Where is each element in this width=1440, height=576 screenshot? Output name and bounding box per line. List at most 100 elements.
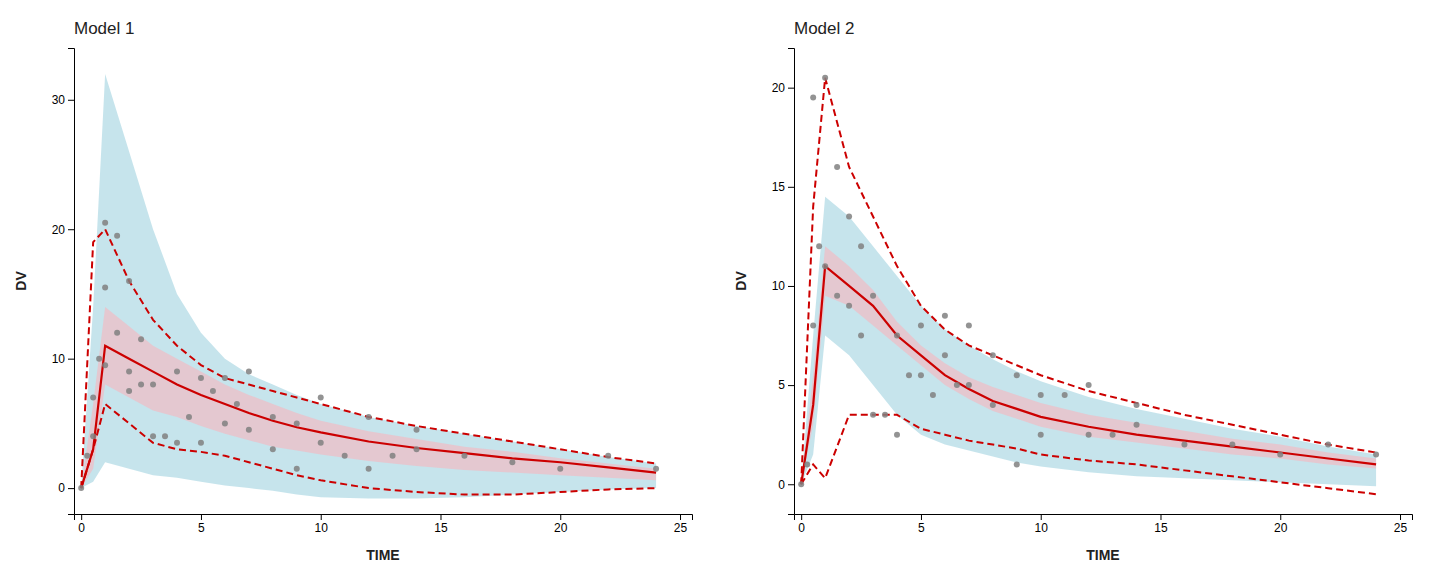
- y-tick: 0: [58, 481, 74, 495]
- y-tick-label: 10: [772, 279, 786, 293]
- x-tick: 5: [198, 514, 205, 535]
- scatter-point: [1110, 432, 1116, 438]
- scatter-point: [810, 323, 816, 329]
- scatter-point: [942, 352, 948, 358]
- y-tick: 30: [52, 93, 74, 107]
- scatter-point: [126, 369, 132, 375]
- scatter-point: [1373, 452, 1379, 458]
- y-tick-label: 10: [52, 352, 66, 366]
- scatter-point: [834, 164, 840, 170]
- chart-svg: 05101520250102030Model 1TIMEDV0510152025…: [0, 0, 1440, 576]
- plot-area: 0 5 10 15 20 25 0 10 20 30: [52, 49, 693, 535]
- scatter-point: [1014, 461, 1020, 467]
- scatter-point: [198, 375, 204, 381]
- x-tick-label: 20: [554, 521, 568, 535]
- scatter-point: [605, 453, 611, 459]
- scatter-point: [126, 278, 132, 284]
- y-tick-mark: [788, 385, 794, 386]
- x-tick: 5: [918, 514, 925, 535]
- y-tick-mark: [68, 100, 74, 101]
- scatter-point: [906, 372, 912, 378]
- x-tick: 15: [434, 514, 448, 535]
- x-tick-label: 10: [1035, 521, 1049, 535]
- x-tick-label: 15: [434, 521, 448, 535]
- y-tick-mark: [788, 187, 794, 188]
- x-tick-label: 0: [798, 521, 805, 535]
- scatter-point: [102, 284, 108, 290]
- y-axis-line: [788, 49, 795, 515]
- scatter-point: [894, 333, 900, 339]
- scatter-point: [186, 414, 192, 420]
- y-tick-label: 5: [778, 378, 785, 392]
- scatter-point: [198, 440, 204, 446]
- scatter-point: [509, 459, 515, 465]
- x-tick-mark: [201, 514, 202, 520]
- x-tick-label: 25: [674, 521, 688, 535]
- scatter-point: [804, 461, 810, 467]
- x-tick-label: 5: [198, 521, 205, 535]
- scatter-point: [102, 362, 108, 368]
- scatter-point: [990, 402, 996, 408]
- scatter-point: [653, 466, 659, 472]
- chart-title: Model 1: [74, 19, 134, 38]
- scatter-point: [858, 333, 864, 339]
- scatter-point: [822, 75, 828, 81]
- x-tick: 20: [554, 514, 568, 535]
- scatter-point: [1277, 452, 1283, 458]
- x-tick-mark: [560, 514, 561, 520]
- scatter-point: [810, 95, 816, 101]
- x-tick: 25: [674, 514, 688, 535]
- x-tick-label: 15: [1154, 521, 1168, 535]
- scatter-point: [1229, 442, 1235, 448]
- y-axis: 0 10 20 30: [52, 49, 75, 515]
- scatter-point: [858, 243, 864, 249]
- quantile-line: [801, 78, 1376, 485]
- scatter-point: [846, 303, 852, 309]
- scatter-point: [150, 382, 156, 388]
- scatter-point: [342, 453, 348, 459]
- scatter-point: [414, 427, 420, 433]
- scatter-point: [834, 293, 840, 299]
- x-tick-mark: [921, 514, 922, 520]
- y-tick-mark: [68, 229, 74, 230]
- y-tick-label: 20: [772, 81, 786, 95]
- scatter-point: [114, 330, 120, 336]
- median-line: [81, 346, 656, 488]
- y-tick-mark: [788, 286, 794, 287]
- scatter-point: [894, 432, 900, 438]
- x-tick: 25: [1394, 514, 1408, 535]
- quantile-line: [81, 404, 656, 495]
- y-tick: 20: [52, 223, 74, 237]
- scatter-point: [294, 466, 300, 472]
- x-axis-line: [795, 515, 1413, 521]
- x-tick: 20: [1274, 514, 1288, 535]
- quantile-line: [81, 229, 656, 488]
- scatter-points: [78, 220, 659, 491]
- scatter-point: [870, 293, 876, 299]
- scatter-point: [918, 323, 924, 329]
- x-tick-label: 10: [315, 521, 329, 535]
- band: [801, 246, 1376, 484]
- scatter-point: [318, 440, 324, 446]
- scatter-point: [822, 263, 828, 269]
- y-tick-label: 0: [58, 481, 65, 495]
- x-tick-mark: [1280, 514, 1281, 520]
- scatter-point: [78, 485, 84, 491]
- panel: 05101520250102030Model 1TIMEDV: [13, 19, 693, 563]
- scatter-point: [90, 433, 96, 439]
- scatter-point: [318, 395, 324, 401]
- scatter-point: [96, 356, 102, 362]
- scatter-point: [1062, 392, 1068, 398]
- scatter-point: [1134, 402, 1140, 408]
- x-axis: 0510152025: [75, 514, 693, 535]
- y-tick-mark: [788, 88, 794, 89]
- scatter-point: [557, 466, 563, 472]
- scatter-point: [966, 323, 972, 329]
- band: [801, 197, 1376, 487]
- y-axis-line: [68, 49, 75, 515]
- scatter-point: [1086, 432, 1092, 438]
- scatter-point: [138, 382, 144, 388]
- scatter-point: [846, 214, 852, 220]
- scatter-point: [246, 427, 252, 433]
- scatter-point: [294, 420, 300, 426]
